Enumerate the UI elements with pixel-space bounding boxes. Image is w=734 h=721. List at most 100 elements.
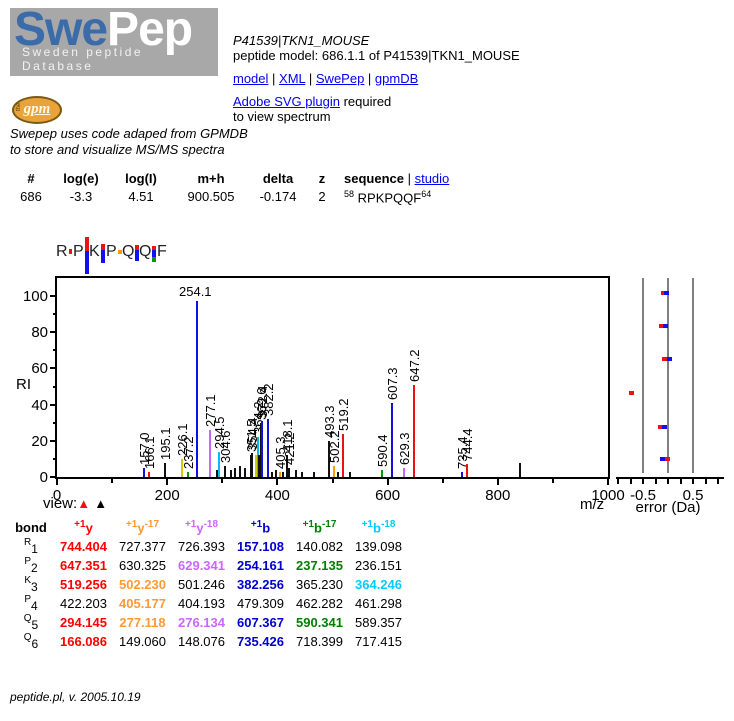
spectrum-peak <box>402 467 405 477</box>
fragment-mass-cell: 140.082 <box>296 539 343 554</box>
fragment-marker <box>101 244 105 250</box>
fragment-marker <box>152 250 156 257</box>
error-point <box>661 425 667 429</box>
ion-header-y-17: +1y-17 <box>125 519 160 536</box>
link-swepep[interactable]: SwePep <box>315 71 365 86</box>
error-point <box>658 425 663 429</box>
view-toggle-b-icon[interactable]: ▲ <box>94 496 108 511</box>
x-axis-tick <box>166 479 169 485</box>
view-row: view:▲ ▲ <box>43 495 107 512</box>
spectrum-peak <box>261 420 264 477</box>
x-axis-tick <box>276 479 279 485</box>
fragment-mass-cell: 607.367 <box>237 615 284 630</box>
x-axis-tick <box>386 479 389 485</box>
y-axis-minor-tick <box>53 349 57 352</box>
spectrum-peak <box>288 467 291 477</box>
ion-header-b: +1b <box>250 519 271 536</box>
error-axis-tick <box>642 479 644 484</box>
tagline: Swepep uses code adaped from GPMDB to st… <box>10 126 248 158</box>
logo-swe: Swe <box>14 3 108 56</box>
fragment-marker <box>101 250 105 263</box>
bond-label: Q6 <box>23 632 39 651</box>
x-axis-tick <box>56 479 58 485</box>
fragment-mass-cell: 718.399 <box>296 634 343 649</box>
y-axis-tick <box>50 476 57 478</box>
spectrum-peak <box>186 472 189 477</box>
link-xml[interactable]: XML <box>279 71 306 86</box>
peak-label: 607.3 <box>384 367 400 400</box>
fragment-mass-cell: 405.177 <box>119 596 166 611</box>
spectrum-peak <box>233 467 236 477</box>
residue-letter: F <box>157 243 167 260</box>
gpm-badge[interactable]: the gpm <box>12 96 62 124</box>
fragment-marker <box>85 251 89 274</box>
spectrum-peak <box>518 462 521 477</box>
link-separator: | <box>364 71 375 86</box>
x-axis-minor-tick <box>551 479 554 483</box>
stat-header-sequence: sequence | studio <box>338 171 454 186</box>
adobe-svg-plugin-link[interactable]: Adobe SVG plugin <box>233 94 340 109</box>
fragment-mass-cell: 717.415 <box>355 634 402 649</box>
error-axis-tick <box>617 479 619 484</box>
spectrum-peak <box>256 437 259 477</box>
swepep-logo-text: SwePep <box>14 2 193 57</box>
fragment-mass-cell: 157.108 <box>237 539 284 554</box>
spectrum-peak <box>218 451 221 477</box>
bond-row: R1 744.404 727.377 726.393 157.108 140.082 139… <box>8 537 408 556</box>
x-axis-label: 400 <box>264 487 290 504</box>
error-axis-label: 0.5 <box>682 487 704 504</box>
spectrum-peak <box>239 466 242 477</box>
link-gpmdb[interactable]: gpmDB <box>374 71 419 86</box>
bond-row: P2 647.351 630.325 629.341 254.161 237.135 236… <box>8 556 408 575</box>
fragment-marker <box>152 246 156 250</box>
bond-row: Q5 294.145 277.118 276.134 607.367 590.341 589… <box>8 613 408 632</box>
fragment-mass-cell: 276.134 <box>178 615 225 630</box>
fragment-mass-cell: 462.282 <box>296 596 343 611</box>
error-point <box>658 324 664 328</box>
peak-label: 254.1 <box>179 284 212 300</box>
stat-value-loge: -3.3 <box>69 189 93 204</box>
plugin-notice: Adobe SVG plugin required <box>233 94 391 109</box>
x-axis-tick <box>607 479 609 485</box>
nav-links: model | XML | SwePep | gpmDB <box>233 71 418 86</box>
y-axis-tick <box>50 439 57 442</box>
plugin-notice-rest: required <box>339 94 392 109</box>
spectrum-peak <box>271 471 274 477</box>
peptide-model-line: peptide model: 686.1.1 of P41539|TKN1_MO… <box>233 48 520 63</box>
x-axis-label: 1000 <box>591 487 625 504</box>
spectrum-peak <box>208 429 211 477</box>
error-axis-label: -0.5 <box>630 487 656 504</box>
link-model[interactable]: model <box>233 71 269 86</box>
error-point <box>660 291 666 295</box>
y-axis-tick <box>50 295 57 297</box>
spectrum-peak <box>327 440 330 477</box>
y-axis-tick <box>50 403 57 406</box>
fragment-mass-cell: 166.086 <box>60 634 107 649</box>
x-axis-minor-tick <box>111 479 114 483</box>
stat-header-z: z <box>318 171 326 186</box>
bond-label: P4 <box>24 594 38 613</box>
fragment-mass-cell: 277.118 <box>119 615 166 630</box>
fragment-mass-cell: 727.377 <box>119 539 166 554</box>
fragment-mass-cell: 630.325 <box>119 558 166 573</box>
fragment-mass-cell: 502.230 <box>119 577 166 592</box>
y-axis-minor-tick <box>53 457 57 460</box>
view-toggle-y-icon[interactable]: ▲ <box>77 496 91 511</box>
stat-value-z: 2 <box>318 189 326 204</box>
gpm-badge-prefix: the <box>16 102 23 112</box>
fragment-mass-cell: 519.256 <box>60 577 107 592</box>
link-studio[interactable]: studio <box>414 171 450 186</box>
error-gridline <box>642 278 644 473</box>
stat-header-logi: log(I) <box>125 171 157 186</box>
stat-value-logi: 4.51 <box>128 189 154 204</box>
fragment-ion-table: bond +1y +1y-17 +1y-18 +1b +1b-17 +1b-18 R1 744.… <box>8 518 408 651</box>
spectrum-peak <box>286 455 289 477</box>
spectrum-peak <box>255 455 258 477</box>
mz-axis-title: m/z <box>580 496 605 513</box>
error-gridline <box>692 278 694 473</box>
error-point <box>664 291 669 295</box>
peak-label: 519.2 <box>336 398 352 431</box>
spectrum-peak <box>390 402 393 477</box>
fragment-mass-cell: 236.151 <box>355 558 402 573</box>
bond-row: P4 422.203 405.177 404.193 479.309 462.282 461… <box>8 594 408 613</box>
